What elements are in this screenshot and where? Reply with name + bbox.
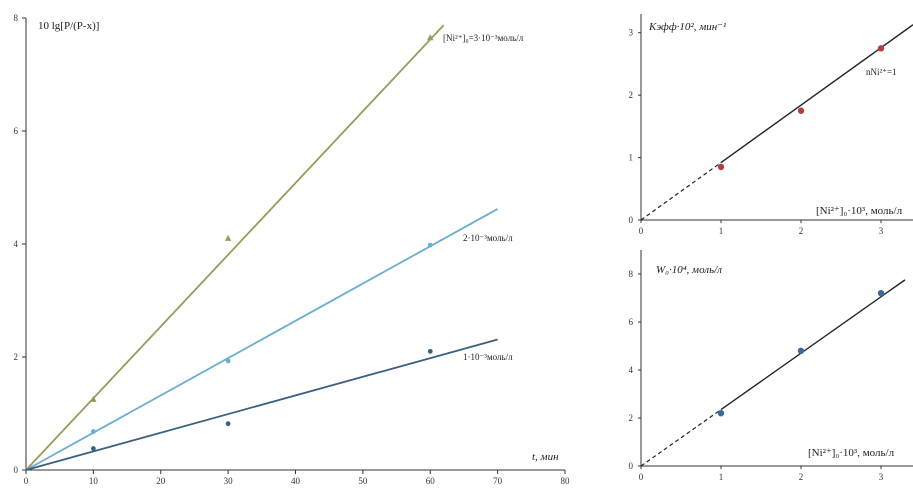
data-point xyxy=(717,410,725,417)
y-tick-label: 8 xyxy=(14,13,19,23)
fit-line-series-1 xyxy=(25,208,499,471)
series-label-3: [Ni²⁺]₀=3·10⁻³моль/л xyxy=(443,33,524,43)
fit-line xyxy=(720,24,913,164)
x-axis-label: [Ni²⁺]₀·10³, моль/л xyxy=(816,205,903,217)
y-axis-label: Kэфф·10², мин⁻¹ xyxy=(648,21,726,33)
y-tick-label: 0 xyxy=(629,461,634,471)
y-tick-label: 0 xyxy=(629,215,634,225)
x-tick-label: 3 xyxy=(879,472,884,482)
x-tick-label: 0 xyxy=(24,476,29,486)
data-point xyxy=(797,347,805,354)
y-tick-label: 2 xyxy=(629,90,634,100)
data-point xyxy=(877,45,885,52)
x-tick-label: 2 xyxy=(799,226,804,236)
y-axis-label: 10 lg[P/(P-x)] xyxy=(38,20,99,32)
y-tick-label: 6 xyxy=(14,126,19,136)
x-tick-label: 20 xyxy=(156,476,166,486)
fit-line xyxy=(720,279,906,411)
data-point xyxy=(877,290,885,297)
x-tick-label: 3 xyxy=(879,226,884,236)
y-tick-label: 3 xyxy=(629,28,634,38)
x-axis-label: t, мин xyxy=(532,451,559,463)
w0-chart: W₀·10⁴, моль/л [Ni²⁺]₀·10³, моль/л 0 1 2 3 0… xyxy=(629,250,913,482)
series-label-2: 2·10⁻³моль/л xyxy=(463,233,513,243)
x-axis-label: [Ni²⁺]₀·10³, моль/л xyxy=(808,447,895,459)
x-tick-label: 40 xyxy=(291,476,301,486)
y-tick-label: 2 xyxy=(629,413,634,423)
y-tick-label: 8 xyxy=(629,269,634,279)
x-tick-label: 70 xyxy=(493,476,503,486)
x-tick-label: 50 xyxy=(358,476,368,486)
k-eff-chart: Kэфф·10², мин⁻¹ [Ni²⁺]₀·10³, моль/л nNi²… xyxy=(629,14,913,236)
data-point xyxy=(427,348,433,354)
x-tick-label: 80 xyxy=(561,476,571,486)
y-tick-label: 2 xyxy=(14,352,19,362)
x-tick-label: 60 xyxy=(426,476,436,486)
series-label-1: 1·10⁻³моль/л xyxy=(463,352,513,362)
data-point xyxy=(225,421,231,427)
y-tick-label: 4 xyxy=(14,239,19,249)
y-tick-label: 4 xyxy=(629,365,634,375)
x-tick-label: 1 xyxy=(719,472,724,482)
fit-line-extrapolated xyxy=(640,162,722,221)
fit-line-extrapolated xyxy=(640,409,722,467)
y-tick-label: 6 xyxy=(629,317,634,327)
x-tick-label: 2 xyxy=(799,472,804,482)
y-tick-label: 1 xyxy=(629,153,634,163)
data-point xyxy=(90,446,96,451)
annotation: nNi²⁺=1 xyxy=(866,67,897,77)
data-point xyxy=(90,429,96,434)
main-chart: 10 lg[P/(P-x)] t, мин [Ni²⁺]₀=3·10⁻³моль… xyxy=(14,13,571,486)
data-point xyxy=(225,358,231,364)
data-point xyxy=(427,242,433,248)
fit-line-series-0 xyxy=(25,24,445,471)
y-axis-label: W₀·10⁴, моль/л xyxy=(656,264,722,276)
data-point xyxy=(797,107,805,114)
x-tick-label: 0 xyxy=(639,226,644,236)
data-point xyxy=(90,395,97,402)
data-point xyxy=(224,234,232,241)
x-tick-label: 30 xyxy=(224,476,234,486)
y-tick-label: 0 xyxy=(14,465,19,475)
fit-line-series-2 xyxy=(25,338,498,471)
data-point xyxy=(427,34,434,41)
x-tick-label: 1 xyxy=(719,226,724,236)
x-tick-label: 10 xyxy=(89,476,99,486)
data-point xyxy=(717,163,725,171)
x-tick-label: 0 xyxy=(639,472,644,482)
